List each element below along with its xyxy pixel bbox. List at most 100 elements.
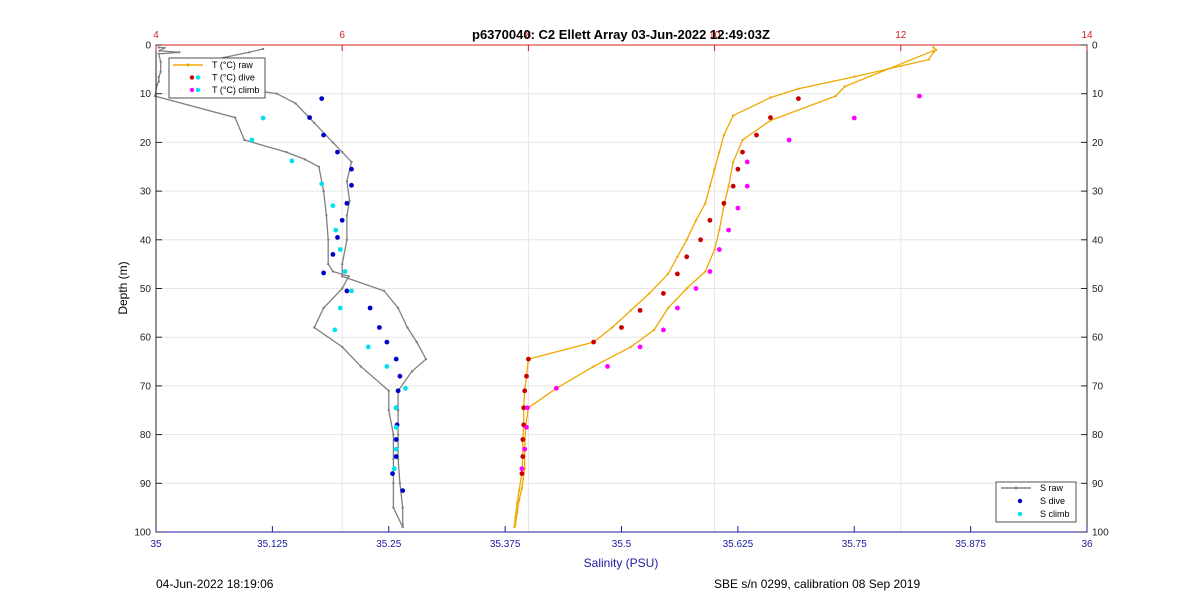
temperature-climb-point-1 bbox=[851, 115, 857, 121]
salinity-climb-point-10 bbox=[337, 305, 343, 311]
salinity-raw-return-point-9 bbox=[415, 340, 418, 344]
salinity-raw-point-15 bbox=[317, 165, 321, 168]
salinity-raw-return-point-2 bbox=[398, 482, 402, 485]
salinity-climb-point-16 bbox=[393, 424, 399, 430]
legend-t-climb-marker-2 bbox=[195, 87, 201, 93]
salinity-climb-point-13 bbox=[384, 364, 390, 369]
salinity-raw-point-26 bbox=[359, 365, 362, 368]
temperature-climb-point-15 bbox=[525, 405, 530, 411]
temperature-dive-point-3 bbox=[740, 149, 745, 155]
x-tick-label-2: 35.25 bbox=[376, 539, 401, 550]
temperature-raw-point-17 bbox=[648, 292, 651, 295]
grid-lines bbox=[155, 44, 1088, 533]
y-tick-label-right-6: 60 bbox=[1092, 333, 1104, 344]
y-tick-label-right-5: 50 bbox=[1092, 284, 1104, 295]
salinity-raw-point-18 bbox=[327, 238, 330, 241]
salinity-climb-point-14 bbox=[403, 385, 408, 391]
temperature-raw-point-15 bbox=[676, 255, 679, 258]
temperature-raw-point-18 bbox=[629, 309, 632, 312]
salinity-raw-return-point-7 bbox=[410, 370, 414, 373]
temperature-raw-point-1 bbox=[935, 48, 938, 52]
x-tick-label-7: 35.875 bbox=[955, 539, 986, 550]
temperature-climb-point-10 bbox=[675, 305, 680, 311]
salinity-raw-return-point-1 bbox=[401, 506, 404, 509]
salinity-raw-line bbox=[154, 46, 404, 528]
salinity-dive-point-20 bbox=[393, 437, 399, 442]
salinity-climb-point-18 bbox=[391, 466, 397, 472]
salinity-raw-return-point-4 bbox=[396, 433, 400, 436]
temperature-raw-point-4 bbox=[853, 75, 856, 78]
temperature-climb-point-7 bbox=[716, 247, 722, 252]
salinity-raw-return-point-18 bbox=[345, 180, 349, 183]
salinity-climb-point-4 bbox=[319, 181, 325, 187]
temperature-dive-point-7 bbox=[707, 217, 713, 223]
temperature-dive-point-1 bbox=[768, 115, 773, 120]
salinity-raw-return-point-8 bbox=[424, 357, 428, 361]
salinity-raw-return-point-22 bbox=[313, 121, 316, 125]
salinity-dive-point-10 bbox=[321, 270, 326, 276]
legend-t-raw-label: T (°C) raw bbox=[212, 60, 253, 70]
y-tick-label-left-3: 30 bbox=[140, 187, 152, 198]
salinity-climb-point-9 bbox=[349, 288, 354, 294]
salinity-raw-point-29 bbox=[392, 433, 395, 436]
salinity-climb-point-8 bbox=[342, 269, 348, 274]
temperature-climb-point-16 bbox=[524, 424, 529, 430]
salinity-raw-point-13 bbox=[285, 150, 288, 154]
salinity-climb-point-1 bbox=[260, 115, 266, 121]
temperature-dive-point-10 bbox=[675, 271, 680, 277]
y-tick-label-right-7: 70 bbox=[1092, 381, 1104, 392]
salinity-dive-point-9 bbox=[330, 252, 336, 257]
temperature-dive-point-2 bbox=[754, 132, 759, 138]
temperature-dive-point-9 bbox=[684, 254, 690, 260]
salinity-dive-point-8 bbox=[335, 235, 340, 240]
salinity-raw-point-7 bbox=[157, 75, 160, 79]
temperature-raw-point-10 bbox=[713, 168, 716, 171]
salinity-raw-return-point-20 bbox=[341, 150, 344, 154]
x-tick-label-1: 35.125 bbox=[257, 539, 288, 550]
temperature-raw-return-point-0 bbox=[514, 523, 517, 526]
temperature-raw-return-point-14 bbox=[704, 270, 707, 273]
x-top-tick-label-2: 8 bbox=[526, 30, 532, 41]
temperature-climb-point-5 bbox=[735, 205, 741, 211]
temperature-raw-point-6 bbox=[769, 96, 772, 99]
salinity-raw-point-2 bbox=[158, 49, 161, 52]
temperature-raw-point-9 bbox=[718, 150, 721, 154]
salinity-raw-return-point-16 bbox=[345, 214, 349, 217]
salinity-raw-point-23 bbox=[322, 306, 325, 310]
salinity-raw-point-22 bbox=[341, 287, 344, 290]
legend-t-dive-marker bbox=[189, 75, 195, 80]
y-tick-label-left-2: 20 bbox=[140, 138, 152, 149]
temperature-raw-point-13 bbox=[694, 219, 698, 222]
temperature-raw-return-point-15 bbox=[713, 248, 716, 251]
salinity-raw-point-3 bbox=[178, 51, 181, 54]
salinity-raw-point-12 bbox=[243, 138, 246, 142]
temperature-raw-return-point-22 bbox=[834, 94, 837, 98]
salinity-raw-point-30 bbox=[392, 457, 395, 461]
temperature-raw-point-30 bbox=[516, 501, 519, 504]
temperature-climb-point-13 bbox=[605, 364, 610, 369]
legend-t-climb-label: T (°C) climb bbox=[212, 85, 259, 95]
temperature-raw-return-point-19 bbox=[732, 160, 735, 164]
salinity-dive-point-12 bbox=[367, 305, 373, 311]
temperature-dive-point-4 bbox=[735, 166, 741, 172]
temperature-raw-point-31 bbox=[514, 516, 517, 519]
legend-s-dive-label: S dive bbox=[1040, 496, 1065, 506]
temperature-raw-return-point-9 bbox=[592, 365, 595, 368]
salinity-raw-return-point-30 bbox=[247, 51, 251, 54]
x-tick-label-8: 36 bbox=[1081, 539, 1093, 550]
salinity-dive-point-4 bbox=[349, 166, 354, 172]
salinity-raw-point-1 bbox=[163, 46, 166, 50]
salinity-dive-point-13 bbox=[377, 325, 382, 330]
salinity-raw-point-11 bbox=[233, 116, 237, 119]
salinity-raw-point-20 bbox=[331, 270, 335, 273]
salinity-dive-point-14 bbox=[384, 339, 390, 345]
temperature-raw-point-3 bbox=[927, 58, 930, 61]
temperature-dive-point-5 bbox=[730, 183, 736, 189]
temperature-dive-point-17 bbox=[522, 388, 528, 394]
salinity-dive-point-22 bbox=[390, 471, 395, 476]
y-tick-label-left-5: 50 bbox=[140, 284, 152, 295]
salinity-climb-point-3 bbox=[289, 158, 295, 164]
legend-s-raw-marker bbox=[1014, 486, 1018, 490]
salinity-raw-point-4 bbox=[157, 52, 160, 55]
salinity-raw-point-28 bbox=[387, 409, 390, 412]
